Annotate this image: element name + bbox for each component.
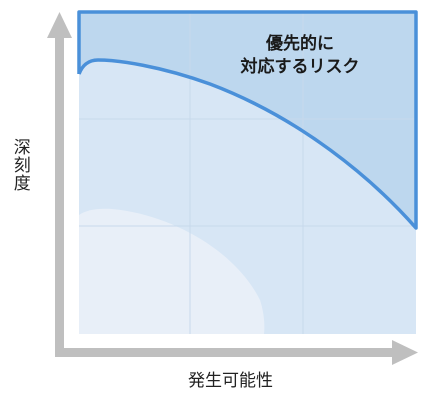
x-axis-arrow xyxy=(55,340,418,365)
priority-zone-label: 優先的に 対応するリスク xyxy=(232,33,368,79)
low-priority-zone xyxy=(79,208,265,334)
priority-zone xyxy=(79,12,416,228)
priority-zone-border xyxy=(77,10,418,230)
priority-zone-label-line2: 対応するリスク xyxy=(240,56,360,77)
grid-lines xyxy=(79,12,416,334)
priority-zone-label-line1: 優先的に xyxy=(266,34,334,54)
y-axis-label: 深刻度 xyxy=(9,138,30,192)
y-axis-arrow xyxy=(47,12,72,357)
x-axis-label: 発生可能性 xyxy=(188,371,273,391)
